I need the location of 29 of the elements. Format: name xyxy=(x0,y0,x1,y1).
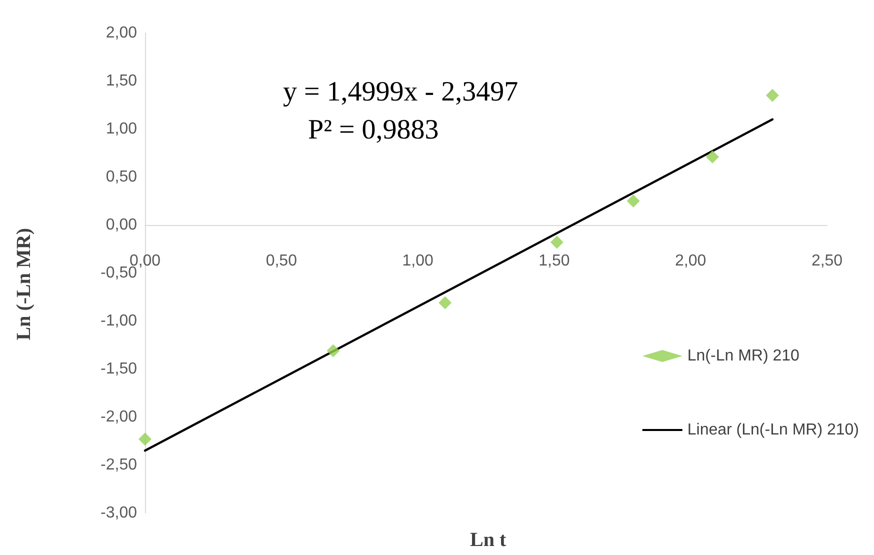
x-axis-title: Ln t xyxy=(470,529,506,551)
y-tick-label: -1,00 xyxy=(100,312,138,330)
y-tick-label: 1,50 xyxy=(106,72,138,90)
point xyxy=(706,150,719,164)
y-tick-label: 2,00 xyxy=(106,24,138,42)
point xyxy=(550,236,564,249)
x-tick-label: 2,00 xyxy=(675,252,706,270)
point xyxy=(766,88,779,102)
y-tick-label: 1,00 xyxy=(106,120,138,138)
y-tick-label: -3,00 xyxy=(100,504,138,522)
legend-label: Ln(-Ln MR) 210 xyxy=(687,348,800,364)
y-tick-label: -2,00 xyxy=(100,408,138,426)
y-tick-label: 0,50 xyxy=(106,168,138,186)
point xyxy=(326,344,340,358)
point xyxy=(438,296,452,310)
point xyxy=(626,194,640,208)
annotation: y = 1,4999x - 2,3497 xyxy=(283,76,518,108)
y-tick-label: -2,50 xyxy=(100,456,138,474)
legend-label: Linear (Ln(-Ln MR) 210) xyxy=(687,422,859,438)
x-tick-label: 1,00 xyxy=(402,252,434,270)
x-tick-label: 2,50 xyxy=(811,252,843,270)
annotation: P² = 0,9883 xyxy=(308,114,439,146)
y-tick-label: -1,50 xyxy=(100,360,138,378)
x-tick-label: 1,50 xyxy=(538,252,570,270)
x-tick-label: 0,50 xyxy=(266,252,298,270)
y-tick-label: -0,50 xyxy=(100,264,138,282)
point xyxy=(138,432,152,446)
y-axis-title: Ln (-Ln MR) xyxy=(13,228,35,340)
y-tick-label: 0,00 xyxy=(106,216,138,234)
